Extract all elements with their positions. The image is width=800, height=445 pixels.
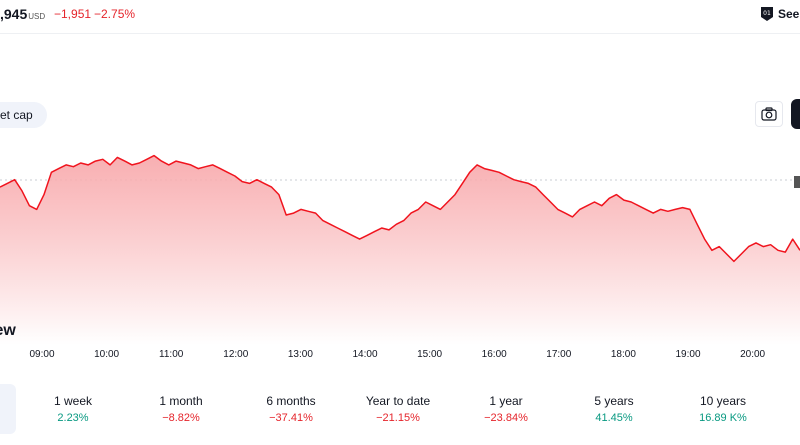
time-tick: 09:00 bbox=[29, 349, 55, 360]
period-item[interactable]: 1 year −23.84% bbox=[456, 394, 556, 424]
period-value: 2.23% bbox=[57, 412, 89, 424]
header-bar: ,945USD −1,951 −2.75% 01 See bbox=[0, 0, 800, 34]
time-tick: 12:00 bbox=[223, 349, 249, 360]
period-item[interactable]: 1 week 2.23% bbox=[23, 394, 123, 424]
price-value: ,945 bbox=[0, 6, 28, 22]
time-tick: 18:00 bbox=[610, 349, 636, 360]
current-price: ,945USD bbox=[0, 6, 45, 22]
time-tick: 16:00 bbox=[481, 349, 507, 360]
period-label: 5 years bbox=[594, 394, 634, 408]
see-label: See bbox=[778, 7, 800, 21]
period-label: 6 months bbox=[266, 394, 316, 408]
time-tick: 15:00 bbox=[417, 349, 443, 360]
period-item[interactable]: 6 months −37.41% bbox=[241, 394, 341, 424]
price-scale-marker bbox=[794, 176, 800, 188]
see-button[interactable]: 01 See bbox=[760, 4, 799, 24]
dark-action-button[interactable] bbox=[791, 99, 800, 129]
period-value: −21.15% bbox=[376, 412, 420, 424]
price-unit: USD bbox=[28, 12, 46, 21]
market-cap-chip[interactable]: et cap bbox=[0, 102, 47, 128]
price-chart[interactable] bbox=[0, 130, 800, 345]
period-item[interactable]: 1 month −8.82% bbox=[131, 394, 231, 424]
time-tick: 17:00 bbox=[546, 349, 572, 360]
section-heading: iew bbox=[0, 322, 16, 339]
time-tick: 11:00 bbox=[159, 349, 184, 360]
time-tick: 13:00 bbox=[287, 349, 313, 360]
period-value: 41.45% bbox=[595, 412, 633, 424]
time-tick: 19:00 bbox=[675, 349, 701, 360]
period-value: −37.41% bbox=[269, 412, 313, 424]
period-value: −8.82% bbox=[162, 412, 200, 424]
period-tile[interactable] bbox=[0, 384, 16, 434]
period-label: 1 week bbox=[53, 394, 93, 408]
price-line bbox=[0, 154, 800, 263]
price-area bbox=[0, 155, 800, 345]
period-item[interactable]: Year to date −21.15% bbox=[348, 394, 448, 424]
period-value: 16.89 K% bbox=[699, 412, 747, 424]
time-tick: 14:00 bbox=[352, 349, 378, 360]
period-label: 1 year bbox=[489, 394, 523, 408]
period-label: Year to date bbox=[365, 394, 431, 408]
svg-text:01: 01 bbox=[763, 10, 771, 17]
period-label: 10 years bbox=[699, 394, 747, 408]
period-item[interactable]: 5 years 41.45% bbox=[564, 394, 664, 424]
period-label: 1 month bbox=[159, 394, 203, 408]
period-item[interactable]: 10 years 16.89 K% bbox=[673, 394, 773, 424]
badge-icon: 01 bbox=[761, 7, 773, 21]
price-change-percent: −2.75% bbox=[94, 7, 136, 21]
period-value: −23.84% bbox=[484, 412, 528, 424]
time-tick: 10:00 bbox=[94, 349, 120, 360]
snapshot-button[interactable] bbox=[755, 101, 783, 127]
time-axis: 09:00 10:00 11:00 12:00 13:00 14:00 15:00 16:00… bbox=[0, 349, 800, 363]
camera-icon bbox=[761, 107, 777, 121]
performance-periods: 1 week 2.23% 1 month −8.82% 6 months −37.41% Y… bbox=[0, 384, 800, 434]
time-tick: 20:00 bbox=[740, 349, 766, 360]
price-change: −1,951 bbox=[54, 7, 92, 21]
